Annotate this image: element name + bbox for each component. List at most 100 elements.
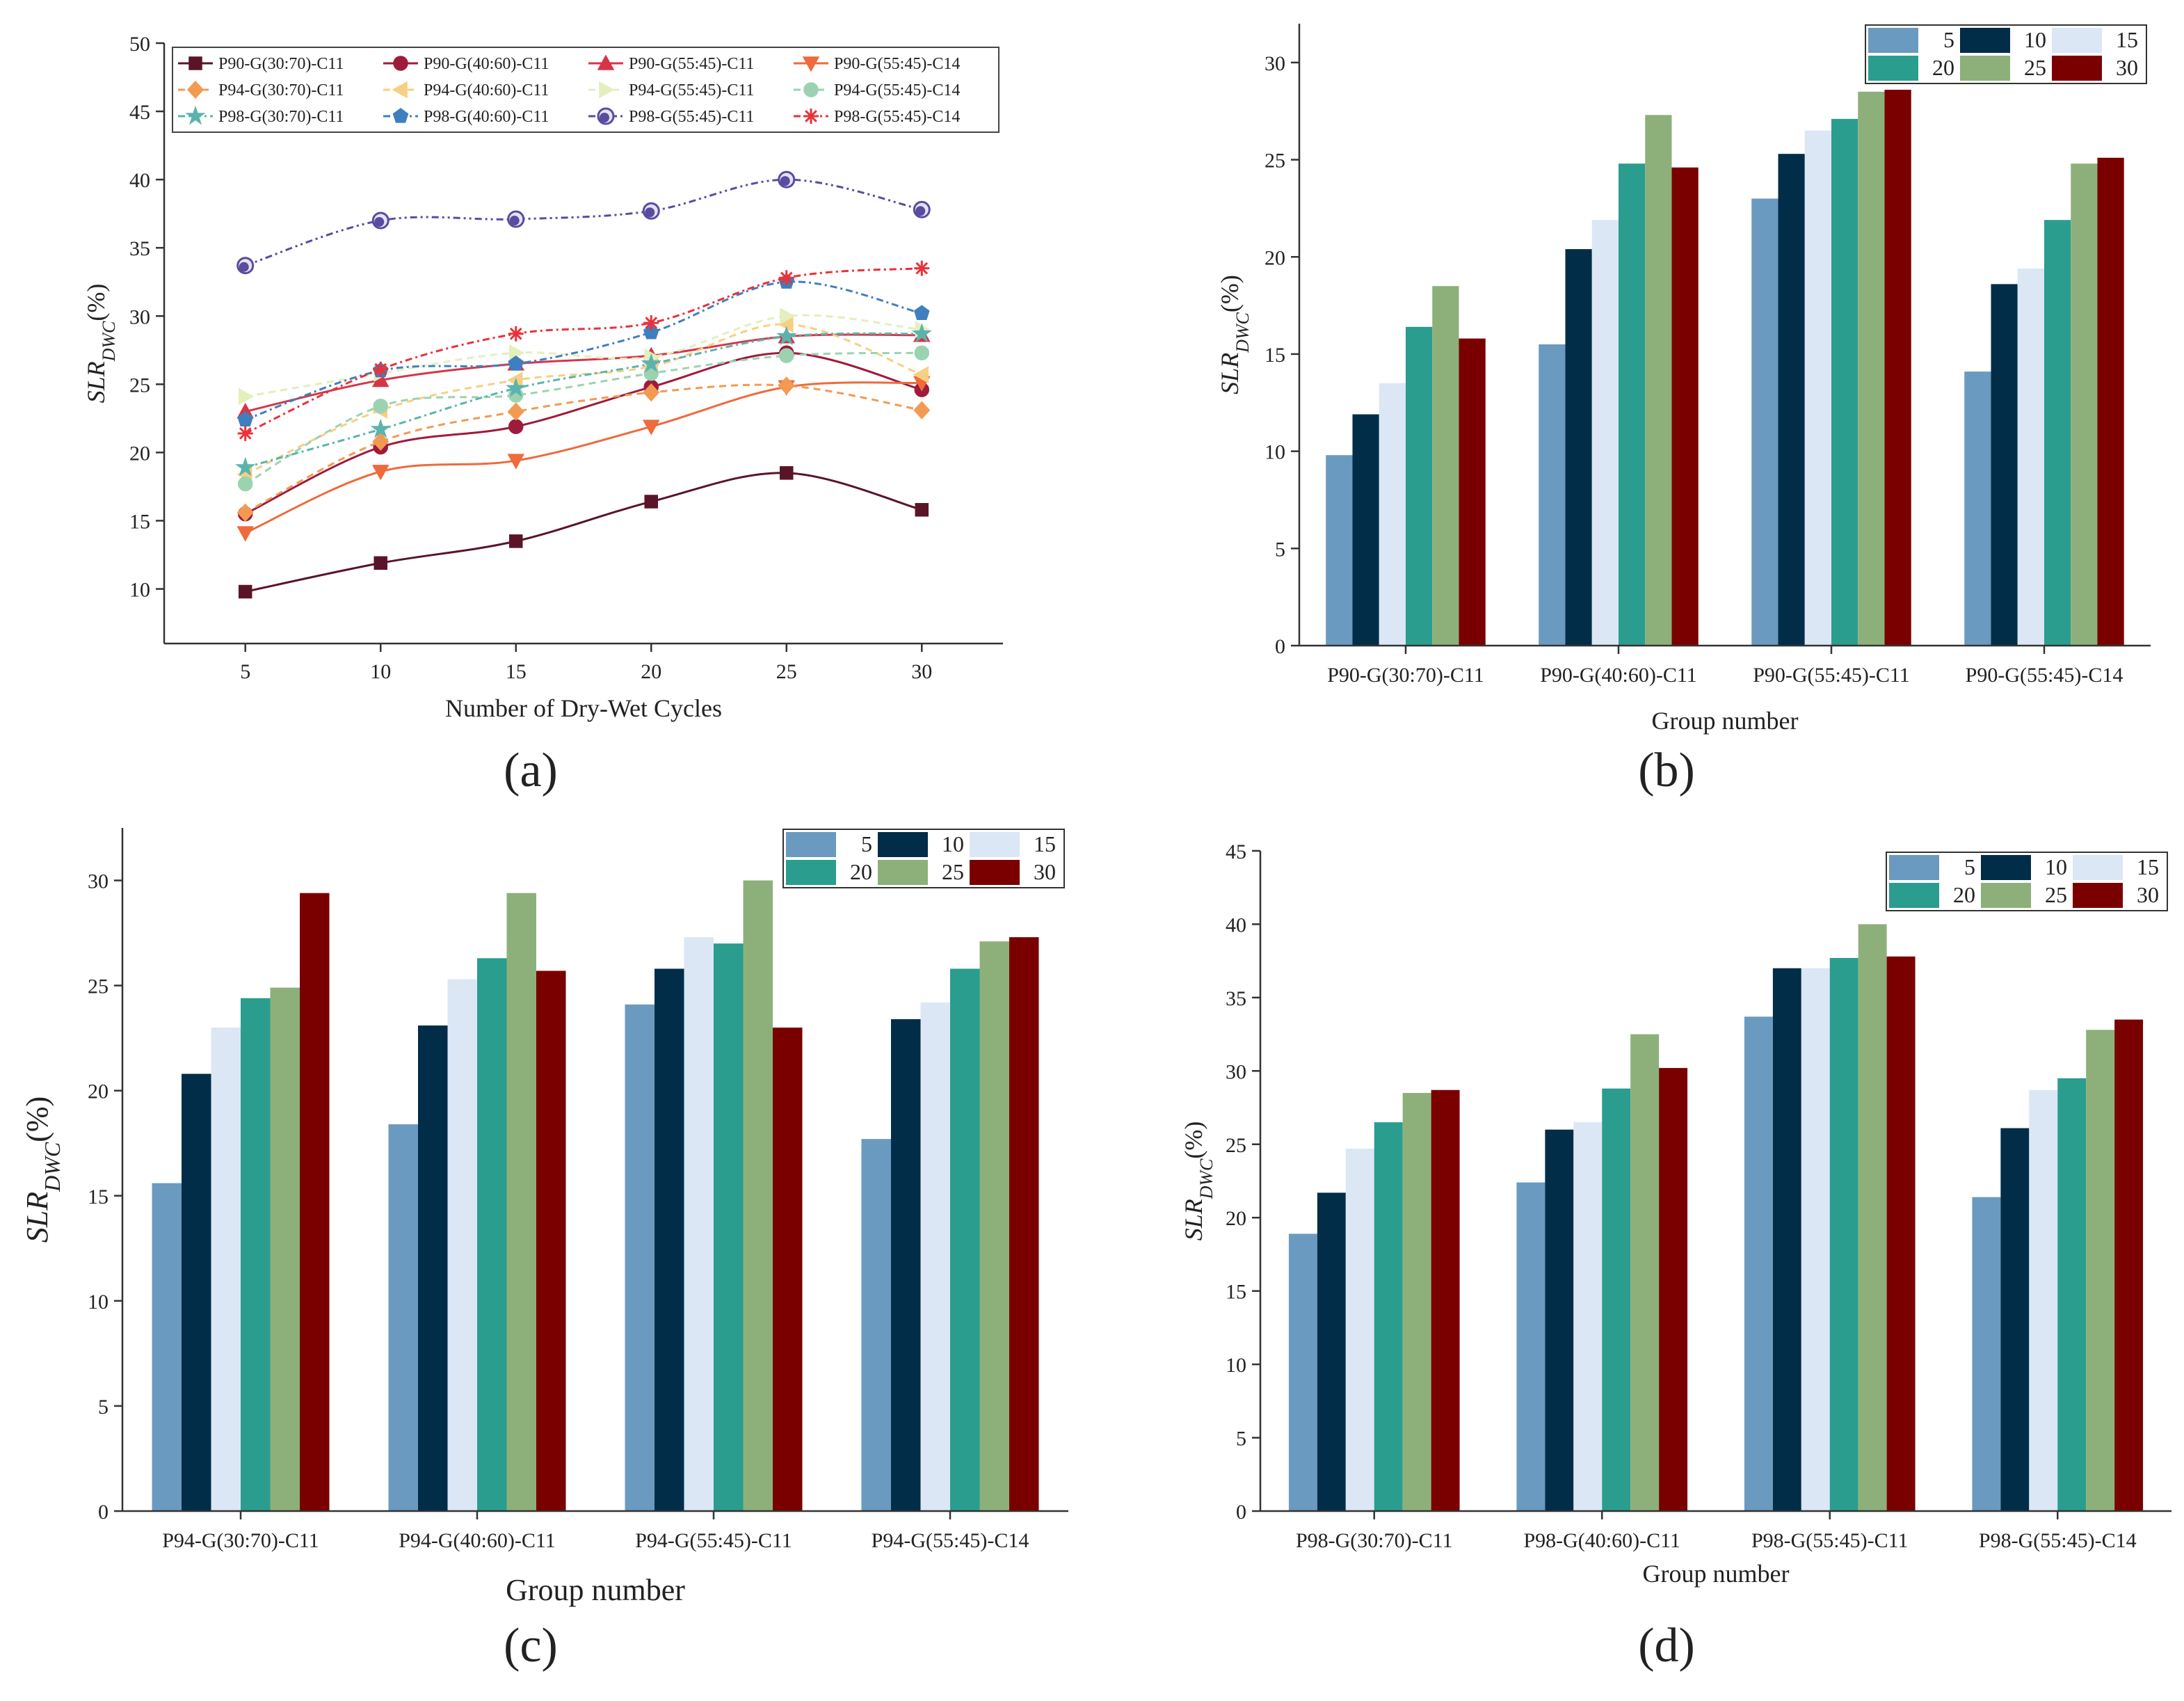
series-9	[237, 273, 930, 426]
bar	[1374, 1122, 1403, 1511]
series-1	[237, 345, 930, 522]
legend-swatch	[786, 832, 836, 857]
legend-label: 10	[2024, 27, 2046, 52]
marker-ball-core	[374, 216, 385, 227]
legend-label: 30	[2137, 882, 2159, 907]
y-tick-label: 25	[88, 975, 109, 998]
legend-label: 10	[942, 831, 964, 856]
marker-hexagon	[803, 82, 819, 97]
legend-label: P90-G(55:45)-C11	[629, 55, 754, 73]
y-tick-label: 10	[88, 1291, 109, 1313]
marker-hexagon	[779, 348, 794, 363]
series-line	[245, 178, 922, 267]
marker-triangle-down	[236, 526, 254, 542]
y-tick-label: 15	[129, 510, 150, 533]
bar	[655, 968, 684, 1511]
legend-label: 20	[1932, 55, 1954, 80]
y-tick-label: 10	[129, 579, 150, 602]
bar	[2086, 1030, 2115, 1511]
y-tick-label: 10	[1226, 1354, 1246, 1377]
series-7	[237, 345, 930, 492]
y-axis-label-tail: (%)	[82, 284, 110, 321]
x-tick-label: P90-G(55:45)-C14	[1966, 664, 2123, 687]
legend-swatch	[1868, 28, 1918, 53]
x-tick-label: 30	[911, 660, 932, 683]
bar	[1432, 286, 1459, 646]
legend-swatch	[786, 860, 836, 885]
bar	[773, 1028, 803, 1511]
marker-star	[776, 326, 797, 346]
series-line	[245, 381, 922, 534]
panel-label: (b)	[1638, 744, 1695, 797]
legend-label: P90-G(30:70)-C11	[218, 55, 344, 73]
y-tick-label: 15	[1264, 344, 1285, 367]
bar	[447, 979, 477, 1511]
marker-star	[506, 377, 527, 397]
marker-pentagon	[392, 108, 409, 123]
marker-triangle-right	[780, 308, 796, 325]
y-tick-label: 35	[129, 237, 150, 260]
bar	[2000, 1128, 2030, 1511]
x-tick-label: 25	[776, 660, 797, 683]
bar	[477, 958, 507, 1511]
legend: P90-G(30:70)-C11 P90-G(40:60)-C11 P90-G(55…	[172, 47, 999, 133]
bar	[1964, 372, 1991, 646]
legend-label: 5	[861, 831, 872, 856]
marker-triangle-down	[802, 56, 820, 72]
bar	[1317, 1192, 1346, 1511]
legend-label: P94-G(55:45)-C14	[834, 81, 960, 99]
legend: 5 10 15 20 25 30	[1865, 24, 2147, 84]
y-axis-label-main: SLR	[1180, 1199, 1207, 1240]
marker-asterisk-stroke	[239, 427, 252, 440]
x-tick-label: P94-G(30:70)-C11	[162, 1529, 319, 1552]
marker-triangle-down	[507, 454, 525, 470]
y-tick-label: 30	[1226, 1060, 1246, 1083]
marker-ball-core	[600, 113, 609, 122]
bar	[979, 941, 1009, 1511]
y-tick-label: 20	[129, 442, 150, 465]
marker-asterisk-stroke	[780, 271, 793, 285]
series-line	[245, 472, 922, 593]
x-tick-label: 20	[641, 660, 661, 683]
y-axis-label-main: SLR	[82, 361, 110, 403]
panel-label: (c)	[504, 1619, 558, 1672]
bar	[1602, 1088, 1631, 1511]
y-axis-label-tail: (%)	[1180, 1121, 1207, 1159]
bar	[1431, 1089, 1460, 1511]
chart-d: 0 5 10 15 20 25 30 35 40 45 P98-G(30:70)-C11 P98-G(…	[1180, 840, 2171, 1672]
legend-label: 5	[1964, 854, 1975, 879]
y-axis-label-sub: DWC	[40, 1142, 65, 1192]
series-11	[237, 260, 930, 441]
marker-asterisk-stroke	[915, 262, 929, 275]
series-line	[245, 267, 922, 435]
bar	[1326, 455, 1353, 646]
x-tick-label: P98-G(40:60)-C11	[1523, 1529, 1680, 1552]
marker-triangle-down	[642, 420, 660, 436]
legend-label: P94-G(55:45)-C11	[629, 81, 754, 99]
x-tick-label: P98-G(55:45)-C11	[1751, 1529, 1909, 1552]
y-axis-label-main: SLR	[1216, 353, 1244, 394]
y-tick-label: 15	[1226, 1281, 1246, 1304]
marker-star	[185, 105, 206, 125]
bar	[2057, 1078, 2087, 1511]
marker-triangle-up	[597, 54, 615, 70]
y-axis-label: SLRDWC(%)	[20, 1096, 65, 1243]
series-line	[245, 333, 922, 413]
y-tick-label: 45	[129, 101, 150, 124]
chart-c: 0 5 10 15 20 25 30 P94-G(30:70)-C11 P94-G(40:60)…	[20, 828, 1068, 1672]
bar	[625, 1004, 655, 1511]
bar	[1772, 968, 1801, 1511]
x-axis-label: Group number	[1643, 1560, 1790, 1588]
marker-triangle-left	[913, 366, 929, 383]
y-tick-label: 5	[98, 1396, 109, 1419]
x-tick-label: P90-G(55:45)-C11	[1753, 664, 1910, 687]
series-2	[236, 326, 931, 419]
marker-triangle-right	[238, 388, 255, 406]
bar	[270, 987, 300, 1511]
panel-label: (d)	[1638, 1619, 1695, 1672]
y-tick-label: 20	[1226, 1207, 1246, 1230]
marker-ball-core	[645, 207, 655, 218]
legend-swatch	[2073, 883, 2123, 908]
marker-diamond	[236, 503, 254, 522]
series-0	[238, 466, 929, 599]
